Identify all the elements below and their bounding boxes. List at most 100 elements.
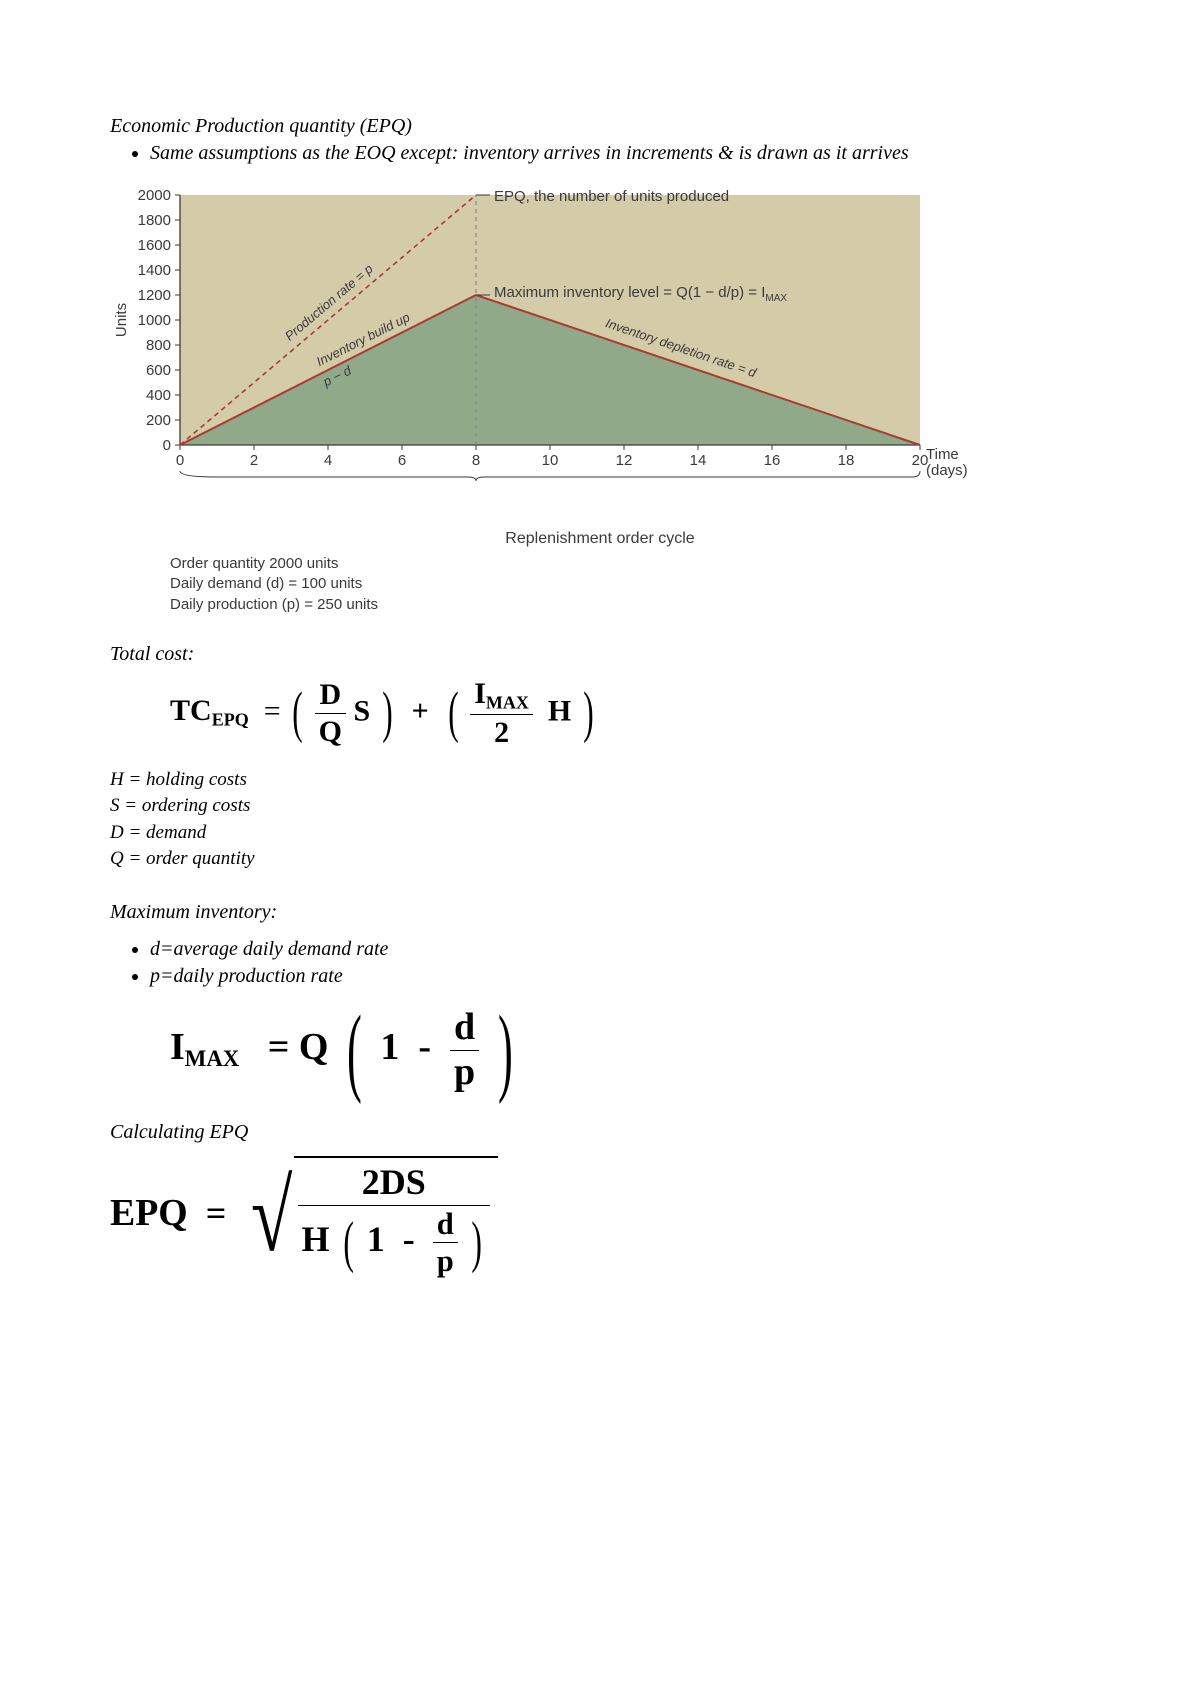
paren-r-4: ): [471, 1220, 482, 1266]
totalcost-heading: Total cost:: [110, 643, 1090, 666]
totalcost-formula: TCEPQ = ( D Q S ) + ( IMAX 2 H ): [170, 678, 1090, 749]
svg-text:6: 6: [398, 452, 406, 469]
frac-dp2: d p: [433, 1208, 458, 1277]
calcepq-heading: Calculating EPQ: [110, 1121, 1090, 1144]
frac-dp: d p: [450, 1008, 479, 1093]
maxinv-formula: IMAX = Q ( 1 - d p ): [170, 1008, 1090, 1093]
svg-text:12: 12: [616, 452, 633, 469]
tc-text: TC: [170, 694, 212, 727]
intro-bullets: Same assumptions as the EOQ except: inve…: [150, 140, 1090, 167]
svg-text:200: 200: [146, 412, 171, 429]
page-title: Economic Production quantity (EPQ): [110, 115, 1090, 138]
tc-Q: Q: [315, 714, 346, 748]
svg-text:Units: Units: [113, 303, 130, 337]
svg-text:18: 18: [838, 452, 855, 469]
tc-plus: +: [412, 694, 429, 727]
svg-text:14: 14: [690, 452, 707, 469]
chart-note-2: Daily demand (d) = 100 units: [170, 574, 1090, 594]
svg-text:2: 2: [250, 452, 258, 469]
def-q: Q = order quantity: [110, 846, 1090, 873]
svg-text:1400: 1400: [138, 262, 171, 279]
chart-svg: 0 200 400 600 800 1000 1200 1400 1600 1800 2000 0 2 4…: [110, 185, 980, 521]
paren-l-2: (: [448, 690, 458, 736]
epq-minus: -: [403, 1219, 415, 1259]
imax-Isub: MAX: [185, 1046, 239, 1071]
epq-one: 1: [367, 1219, 385, 1259]
tc-S: S: [353, 694, 370, 727]
epq-D: D: [380, 1162, 406, 1202]
sqrt: √ 2DS H ( 1 - d p ): [244, 1156, 498, 1278]
tc-two: 2: [470, 715, 533, 749]
tc-imax: IMAX: [470, 678, 533, 715]
svg-text:(days): (days): [926, 462, 968, 479]
svg-text:400: 400: [146, 387, 171, 404]
paren-l-1: (: [292, 690, 302, 736]
tc-H: H: [548, 694, 571, 727]
svg-text:2000: 2000: [138, 187, 171, 204]
paren-l-4: (: [343, 1220, 354, 1266]
svg-text:16: 16: [764, 452, 781, 469]
epq-lhs: EPQ: [110, 1192, 188, 1234]
tc-D: D: [315, 679, 346, 714]
def-s: S = ordering costs: [110, 793, 1090, 820]
paren-r-3: ): [498, 1011, 513, 1090]
svg-text:4: 4: [324, 452, 332, 469]
intro-bullet-1: Same assumptions as the EOQ except: inve…: [150, 140, 1090, 167]
paren-r-1: ): [382, 690, 392, 736]
imax-eq: =: [268, 1026, 290, 1068]
frac-imax2: IMAX 2: [470, 678, 533, 749]
svg-text:0: 0: [176, 452, 184, 469]
imax-I: I: [170, 1026, 185, 1068]
variable-definitions: H = holding costs S = ordering costs D =…: [110, 767, 1090, 873]
epq-H: H: [302, 1219, 330, 1259]
epq-eq: =: [206, 1193, 227, 1233]
svg-text:1200: 1200: [138, 287, 171, 304]
svg-text:10: 10: [542, 452, 559, 469]
tc-I: I: [474, 677, 486, 710]
paren-l-3: (: [347, 1011, 362, 1090]
page: Economic Production quantity (EPQ) Same …: [0, 0, 1200, 1698]
chart-notes: Order quantity 2000 units Daily demand (…: [170, 554, 1090, 615]
epq-p: p: [433, 1243, 458, 1277]
svg-text:1800: 1800: [138, 212, 171, 229]
sqrt-sign: √: [251, 1179, 292, 1255]
tc-Isub: MAX: [486, 692, 529, 712]
imax-p: p: [450, 1051, 479, 1093]
chart-bottom-label: Replenishment order cycle: [110, 530, 1090, 548]
svg-text:1000: 1000: [138, 312, 171, 329]
svg-text:800: 800: [146, 337, 171, 354]
def-h: H = holding costs: [110, 767, 1090, 794]
def-d: D = demand: [110, 820, 1090, 847]
calcepq-formula: EPQ = √ 2DS H ( 1 - d p: [110, 1156, 1090, 1278]
epq-two: 2: [362, 1162, 380, 1202]
svg-text:Time: Time: [926, 446, 959, 463]
svg-text:EPQ, the number of units produ: EPQ, the number of units produced: [494, 188, 729, 205]
maxinv-b2: p=daily production rate: [150, 963, 1090, 990]
tc-sub: EPQ: [212, 709, 249, 729]
svg-text:8: 8: [472, 452, 480, 469]
chart-note-1: Order quantity 2000 units: [170, 554, 1090, 574]
epq-den: H ( 1 - d p ): [298, 1206, 490, 1277]
epq-d: d: [433, 1208, 458, 1243]
paren-r-2: ): [583, 690, 593, 736]
tc-eq: =: [264, 694, 281, 727]
svg-text:1600: 1600: [138, 237, 171, 254]
imax-d: d: [450, 1008, 479, 1051]
tc-lhs: TCEPQ: [170, 694, 256, 727]
epq-chart: 0 200 400 600 800 1000 1200 1400 1600 1800 2000 0 2 4…: [110, 185, 1090, 615]
imax-minus: -: [418, 1026, 431, 1068]
imax-one: 1: [380, 1026, 399, 1068]
imax-lhs: IMAX: [170, 1026, 249, 1068]
frac-dq: D Q: [315, 679, 346, 747]
maxinv-b1: d=average daily demand rate: [150, 936, 1090, 963]
chart-note-3: Daily production (p) = 250 units: [170, 595, 1090, 615]
maxinv-heading: Maximum inventory:: [110, 901, 1090, 924]
maxinv-bullets: d=average daily demand rate p=daily prod…: [150, 936, 1090, 990]
frac-epq: 2DS H ( 1 - d p ): [298, 1162, 490, 1278]
imax-Q: Q: [299, 1026, 329, 1068]
svg-text:0: 0: [163, 437, 171, 454]
sqrt-body: 2DS H ( 1 - d p ): [294, 1156, 498, 1278]
epq-num: 2DS: [298, 1162, 490, 1206]
svg-text:600: 600: [146, 362, 171, 379]
epq-S: S: [406, 1162, 426, 1202]
